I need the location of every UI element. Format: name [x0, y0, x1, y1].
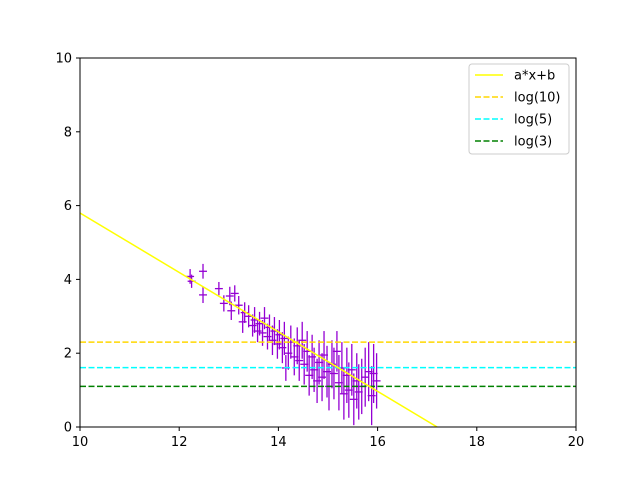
- plot-frame: [79, 57, 577, 428]
- plot-area: [80, 212, 576, 427]
- y-tick-label: 10: [55, 52, 72, 67]
- x-tick-label: 16: [369, 435, 386, 450]
- y-tick-label: 6: [64, 199, 72, 214]
- y-tick-label: 2: [64, 347, 72, 362]
- legend-label: log(5): [514, 113, 552, 128]
- legend-label: log(10): [514, 91, 561, 106]
- legend-label: log(3): [514, 135, 552, 150]
- legend-box: [468, 63, 570, 155]
- y-tick-label: 4: [64, 273, 72, 288]
- legend-label: a*x+b: [514, 69, 555, 84]
- y-tick-label: 0: [64, 421, 72, 436]
- fit-line: [80, 212, 438, 427]
- x-tick-label: 20: [568, 435, 585, 450]
- legend: a*x+b log(10) log(5) log(3): [468, 63, 570, 155]
- x-tick-label: 10: [72, 435, 89, 450]
- x-tick-label: 18: [469, 435, 486, 450]
- y-tick-label: 8: [64, 125, 72, 140]
- x-tick-label: 14: [270, 435, 287, 450]
- x-tick-label: 12: [171, 435, 188, 450]
